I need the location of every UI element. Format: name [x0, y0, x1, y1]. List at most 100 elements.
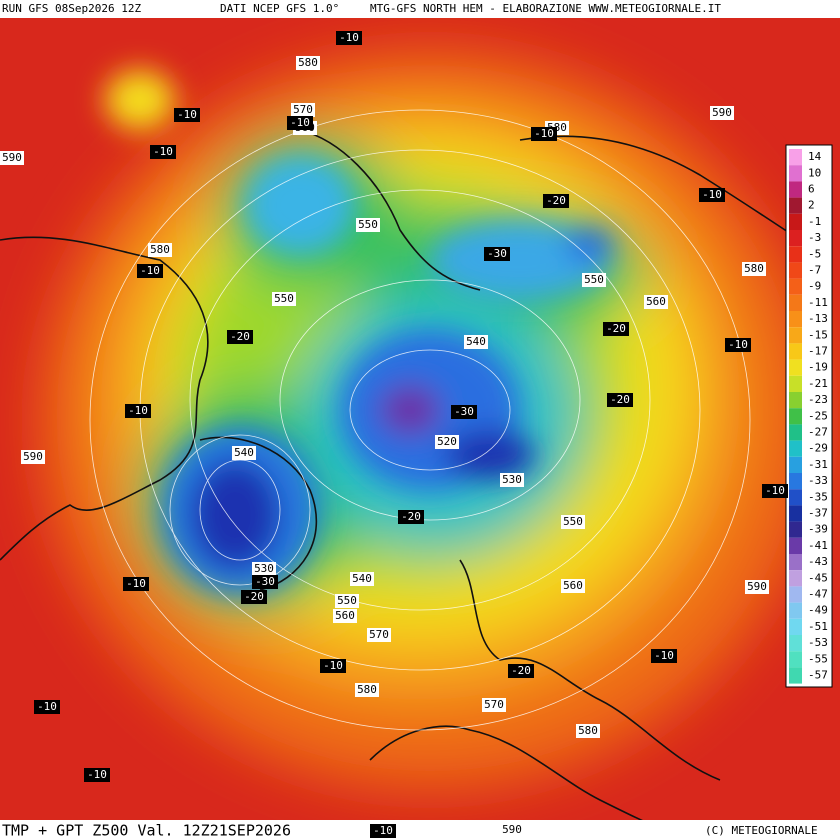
- legend-label: -29: [808, 442, 828, 455]
- legend-label: -43: [808, 555, 828, 568]
- temperature-label-box: [725, 338, 751, 352]
- temperature-label: -10: [128, 404, 148, 417]
- geopotential-label-box: [561, 515, 585, 529]
- geopotential-label-box: [355, 683, 379, 697]
- temperature-label-box: [34, 700, 60, 714]
- geopotential-label-box: [0, 151, 24, 165]
- temperature-label: -10: [323, 659, 343, 672]
- legend-swatch: [789, 521, 802, 538]
- temperature-label: -10: [702, 188, 722, 201]
- geopotential-label: 590: [502, 823, 522, 836]
- geopotential-label: 580: [357, 683, 377, 696]
- contour-labels: 580 570 560 590 590 580 550 580 550 550 560 580 540 5…: [0, 31, 788, 838]
- temperature-label-box: [241, 590, 267, 604]
- temperature-label: -20: [610, 393, 630, 406]
- temperature-label: -10: [87, 768, 107, 781]
- legend-swatch: [789, 197, 802, 214]
- temperature-label-box: [451, 405, 477, 419]
- temperature-label-box: [287, 116, 313, 130]
- legend-label: -41: [808, 539, 828, 552]
- geopotential-label: 550: [358, 218, 378, 231]
- geopotential-label: 560: [563, 579, 583, 592]
- legend-label: -25: [808, 409, 828, 422]
- geopotential-label-box: [148, 243, 172, 257]
- temperature-label-box: [543, 194, 569, 208]
- legend-label: -33: [808, 474, 828, 487]
- temperature-label-box: [150, 145, 176, 159]
- temperature-label: -10: [126, 577, 146, 590]
- geopotential-label: 550: [337, 594, 357, 607]
- legend-label: -1: [808, 215, 821, 228]
- cold-cores: [105, 70, 615, 595]
- temperature-label-box: [125, 404, 151, 418]
- temperature-label-box: [370, 824, 396, 838]
- temperature-label: -10: [177, 108, 197, 121]
- legend-swatch: [789, 149, 802, 166]
- legend-label: -27: [808, 426, 828, 439]
- footer-bar: [0, 820, 840, 840]
- geopotential-label: 580: [744, 262, 764, 275]
- legend-label: -13: [808, 312, 828, 325]
- geopotential-label: 580: [298, 56, 318, 69]
- product-label: MTG-GFS NORTH HEM - ELABORAZIONE WWW.MET…: [370, 2, 721, 15]
- temperature-label-box: [762, 484, 788, 498]
- temperature-label-box: [484, 247, 510, 261]
- geopotential-label: 550: [274, 292, 294, 305]
- geopotential-label: 580: [150, 243, 170, 256]
- geopotential-label: 560: [646, 295, 666, 308]
- legend-label: -23: [808, 393, 828, 406]
- geopotential-label: 580: [578, 724, 598, 737]
- geopotential-label-box: [291, 103, 315, 117]
- legend-swatch: [789, 586, 802, 603]
- temperature-label: -20: [606, 322, 626, 335]
- temperature-label-box: [531, 127, 557, 141]
- temperature-label: -10: [153, 145, 173, 158]
- legend-swatch: [789, 456, 802, 473]
- geopotential-label: 590: [23, 450, 43, 463]
- geopotential-label-box: [272, 292, 296, 306]
- geopotential-label-box: [582, 273, 606, 287]
- temperature-label: -10: [373, 824, 393, 837]
- legend-swatch: [789, 181, 802, 198]
- temperature-label: -20: [401, 510, 421, 523]
- geopotential-label-box: [644, 295, 668, 309]
- geopotential-label: 590: [712, 106, 732, 119]
- legend-swatch: [789, 262, 802, 279]
- run-label: RUN GFS 08Sep2026 12Z: [2, 2, 141, 15]
- temperature-label-box: [84, 768, 110, 782]
- geopotential-label: 590: [747, 580, 767, 593]
- legend-label: 14: [808, 150, 822, 163]
- temperature-label: -10: [290, 116, 310, 129]
- legend-label: -17: [808, 345, 828, 358]
- geopotential-label: 550: [584, 273, 604, 286]
- temperature-label: -20: [511, 664, 531, 677]
- geopotential-label: 570: [293, 103, 313, 116]
- temperature-label: -20: [230, 330, 250, 343]
- temperature-label: -10: [534, 127, 554, 140]
- legend-label: -45: [808, 571, 828, 584]
- legend-swatch: [789, 505, 802, 522]
- temperature-label-box: [398, 510, 424, 524]
- legend-swatch: [789, 294, 802, 311]
- geopotential-label-box: [561, 579, 585, 593]
- geopotential-label-box: [500, 473, 524, 487]
- geopotential-label: 520: [437, 435, 457, 448]
- temperature-label: -30: [454, 405, 474, 418]
- temperature-label-box: [320, 659, 346, 673]
- temperature-label: -10: [765, 484, 785, 497]
- temperature-label-box: [651, 649, 677, 663]
- geopotential-label-box: [335, 594, 359, 608]
- legend-label: -55: [808, 652, 828, 665]
- coastlines: [0, 129, 801, 840]
- legend-swatch: [789, 440, 802, 457]
- geopotential-label-box: [367, 628, 391, 642]
- temperature-label-box: [603, 322, 629, 336]
- legend-swatch: [789, 359, 802, 376]
- geopotential-label: 550: [563, 515, 583, 528]
- geopotential-label: 560: [335, 609, 355, 622]
- source-label: DATI NCEP GFS 1.0°: [220, 2, 339, 15]
- geopotential-label: 540: [234, 446, 254, 459]
- legend-label: -7: [808, 264, 821, 277]
- geopotential-label-box: [333, 609, 357, 623]
- credit: (C) METEOGIORNALE: [705, 824, 818, 837]
